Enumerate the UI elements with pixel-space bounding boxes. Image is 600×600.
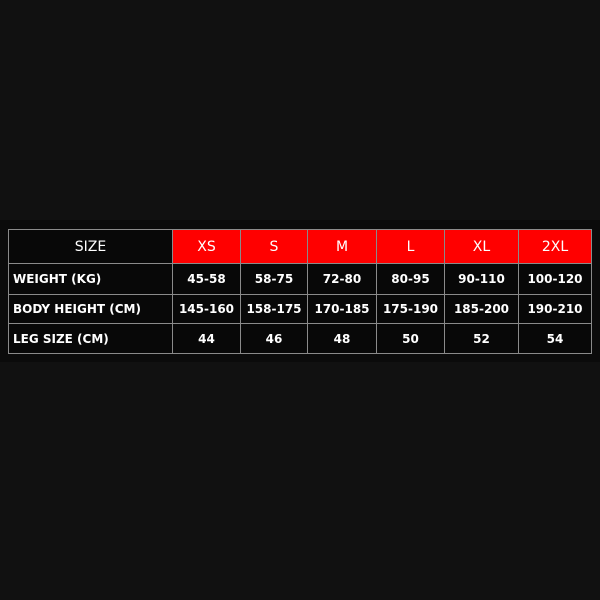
table-cell: 100-120 — [518, 263, 592, 295]
row-label: LEG SIZE (CM) — [8, 323, 173, 354]
table-cell: 185-200 — [444, 294, 519, 324]
row-label: BODY HEIGHT (CM) — [8, 294, 173, 324]
table-cell: 145-160 — [172, 294, 241, 324]
size-header: L — [376, 229, 445, 264]
table-cell: 175-190 — [376, 294, 445, 324]
table-cell: 58-75 — [240, 263, 308, 295]
size-header: 2XL — [518, 229, 592, 264]
table-cell: 90-110 — [444, 263, 519, 295]
size-chart-table: SIZE XS S M L XL 2XL WEIGHT (KG) 45-58 5… — [8, 229, 592, 354]
table-cell: 48 — [307, 323, 377, 354]
table-cell: 170-185 — [307, 294, 377, 324]
table-cell: 80-95 — [376, 263, 445, 295]
table-cell: 72-80 — [307, 263, 377, 295]
corner-header: SIZE — [8, 229, 173, 264]
size-header: S — [240, 229, 308, 264]
table-row: BODY HEIGHT (CM) 145-160 158-175 170-185… — [8, 294, 592, 324]
size-header: XL — [444, 229, 519, 264]
table-row: WEIGHT (KG) 45-58 58-75 72-80 80-95 90-1… — [8, 263, 592, 295]
table-cell: 45-58 — [172, 263, 241, 295]
table-cell: 190-210 — [518, 294, 592, 324]
table-cell: 50 — [376, 323, 445, 354]
table-cell: 158-175 — [240, 294, 308, 324]
size-header: M — [307, 229, 377, 264]
table-cell: 46 — [240, 323, 308, 354]
table-cell: 44 — [172, 323, 241, 354]
table-cell: 54 — [518, 323, 592, 354]
table-row: LEG SIZE (CM) 44 46 48 50 52 54 — [8, 323, 592, 354]
table-cell: 52 — [444, 323, 519, 354]
header-row: SIZE XS S M L XL 2XL — [8, 229, 592, 264]
size-header: XS — [172, 229, 241, 264]
row-label: WEIGHT (KG) — [8, 263, 173, 295]
